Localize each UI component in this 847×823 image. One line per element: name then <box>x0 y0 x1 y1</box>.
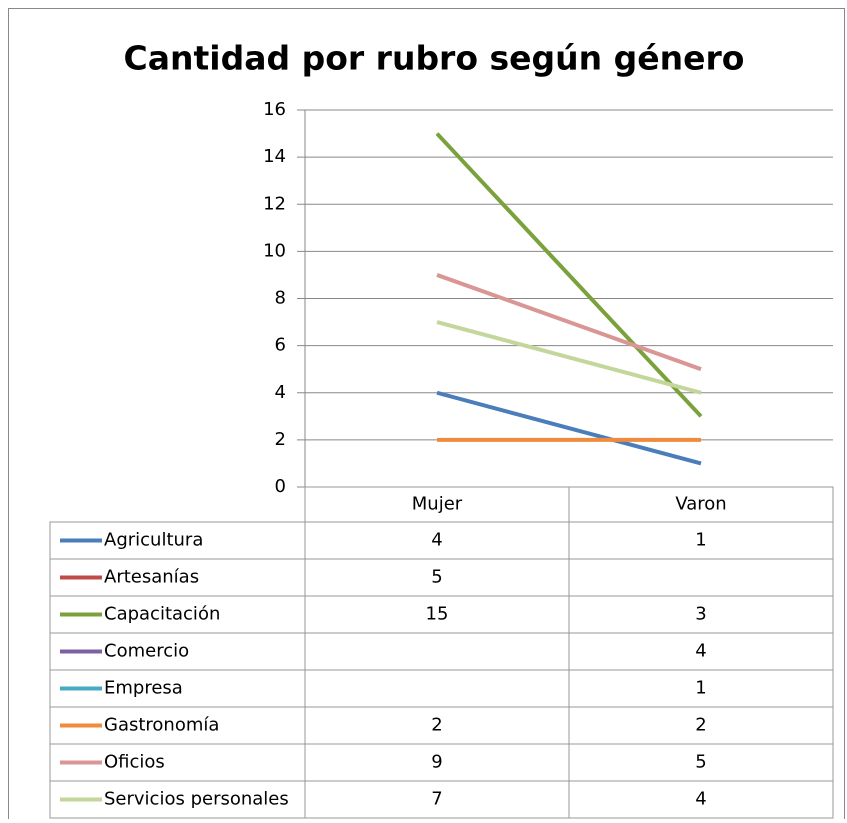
legend-label: Agricultura <box>104 530 203 551</box>
legend-label: Servicios personales <box>104 789 289 810</box>
table-value: 1 <box>695 530 706 551</box>
y-tick-label: 8 <box>275 288 286 309</box>
y-tick-label: 0 <box>275 476 286 497</box>
chart-title: Cantidad por rubro según género <box>124 39 745 78</box>
y-tick-label: 2 <box>275 429 286 450</box>
table-value: 7 <box>431 789 442 810</box>
x-tick-label: Varon <box>675 494 726 515</box>
table-value: 2 <box>431 715 442 736</box>
series-line <box>436 320 702 395</box>
y-tick-label: 14 <box>263 146 286 167</box>
table-value: 4 <box>431 530 442 551</box>
table-value: 15 <box>426 604 449 625</box>
legend-label: Empresa <box>104 678 183 699</box>
y-tick-label: 10 <box>263 240 286 261</box>
y-tick-label: 6 <box>275 335 286 356</box>
series-line <box>436 390 702 466</box>
y-tick-label: 4 <box>275 382 286 403</box>
legend-label: Artesanías <box>104 567 199 588</box>
table-value: 9 <box>431 752 442 773</box>
table-value: 4 <box>695 789 706 810</box>
legend-label: Gastronomía <box>104 715 219 736</box>
series-line <box>436 273 702 372</box>
series-line <box>435 132 703 418</box>
legend-label: Oficios <box>104 752 165 773</box>
x-tick-label: Mujer <box>412 494 463 515</box>
table-value: 5 <box>695 752 706 773</box>
legend-label: Comercio <box>104 641 189 662</box>
y-tick-label: 16 <box>263 99 286 120</box>
table-value: 3 <box>695 604 706 625</box>
chart-frame <box>8 8 845 823</box>
table-value: 2 <box>695 715 706 736</box>
y-tick-label: 12 <box>263 193 286 214</box>
table-value: 1 <box>695 678 706 699</box>
table-value: 4 <box>695 641 706 662</box>
table-value: 5 <box>431 567 442 588</box>
legend-label: Capacitación <box>104 604 220 625</box>
